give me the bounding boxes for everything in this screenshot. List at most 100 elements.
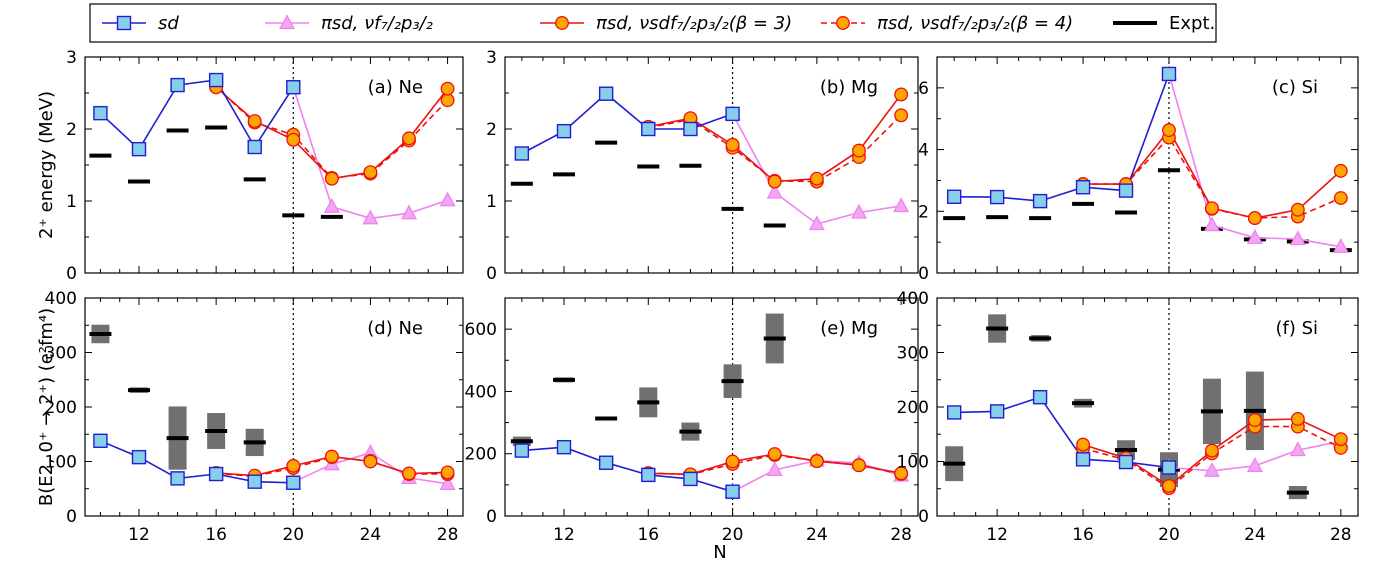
point-sd — [556, 439, 572, 455]
point-pisd_vfp — [323, 197, 340, 213]
series-line-pisd_vfp — [731, 113, 902, 225]
point-b3 — [1333, 432, 1348, 447]
series-line-sd — [100, 440, 294, 484]
point-sd — [131, 141, 147, 157]
point-sd — [170, 471, 185, 486]
point-b3 — [1162, 123, 1176, 138]
x-tick-label: 16 — [637, 525, 659, 545]
y-tick-label: 3 — [486, 48, 497, 68]
x-tick-label: 28 — [890, 525, 912, 545]
point-pisd_vfp — [400, 204, 418, 220]
y-tick-label: 0 — [918, 507, 929, 527]
point-sd — [1118, 454, 1134, 470]
legend-label-sd: sd — [158, 13, 179, 34]
y-tick-label: 400 — [897, 289, 929, 309]
x-tick-label: 12 — [128, 525, 150, 545]
y-tick-label: 0 — [66, 264, 77, 284]
y-tick-label: 2 — [66, 120, 77, 140]
point-pisd_vfp — [1203, 216, 1220, 232]
point-pisd_vfp — [362, 209, 379, 225]
panel-label: (a) Ne — [368, 77, 423, 98]
point-b3 — [324, 171, 339, 186]
point-b3 — [1290, 202, 1305, 217]
point-sd — [93, 105, 108, 121]
point-sd — [286, 80, 301, 95]
panel-label: (f) Si — [1275, 318, 1318, 339]
point-b3 — [852, 458, 866, 473]
point-b3 — [767, 447, 782, 461]
panel-c: 0 2 4 6 (c) Si — [918, 56, 1359, 284]
point-sd — [725, 484, 740, 499]
y-tick-label: 0 — [486, 264, 497, 284]
y-tick-label: 200 — [45, 398, 77, 418]
legend-label-pisd_vfp: πsd, νf₇/₂p₃/₂ — [321, 13, 433, 34]
series-line-pisd_vfp — [292, 86, 448, 220]
point-sd — [1032, 389, 1048, 405]
x-axis-title: N — [713, 542, 726, 562]
point-b3 — [852, 143, 866, 158]
point-b3 — [1162, 479, 1176, 493]
x-tick-label: 24 — [360, 525, 382, 545]
point-b4 — [1333, 191, 1348, 205]
point-b3 — [440, 465, 455, 480]
y-tick-label: 200 — [897, 398, 929, 418]
legend: sd πsd, νf₇/₂p₃/₂ πsd, νsdf₇/₂p₃/₂(β = 3) π… — [89, 3, 1217, 43]
y-tick-label: 3 — [66, 48, 77, 68]
point-sd — [208, 72, 224, 88]
point-b3 — [286, 458, 301, 473]
y-tick-label: 0 — [486, 507, 497, 527]
point-b3 — [1204, 443, 1219, 458]
point-sd — [514, 146, 530, 161]
y-tick-label: 0 — [918, 264, 929, 284]
point-sd — [1161, 66, 1177, 82]
point-sd — [1032, 193, 1048, 209]
point-b3 — [402, 466, 416, 481]
x-tick-label: 20 — [1158, 525, 1180, 545]
point-sd — [946, 405, 962, 420]
point-sd — [1075, 452, 1091, 467]
x-tick-label: 24 — [806, 525, 828, 545]
y-tick-label: 1 — [486, 192, 497, 212]
x-tick-label: 20 — [282, 525, 304, 545]
point-sd — [598, 86, 614, 101]
point-sd — [989, 404, 1005, 419]
point-pisd_vfp — [439, 475, 456, 490]
point-sd — [93, 433, 108, 448]
y-tick-label: 1 — [66, 192, 77, 212]
legend-marker-b3 — [555, 16, 569, 30]
point-sd — [725, 106, 740, 122]
point-b3 — [440, 81, 455, 96]
panel-label: (e) Mg — [820, 318, 878, 339]
panel-label: (d) Ne — [367, 318, 423, 339]
point-sd — [641, 467, 656, 483]
point-b3 — [1204, 201, 1219, 216]
x-tick-label: 20 — [722, 525, 744, 545]
point-sd — [946, 189, 962, 204]
point-b3 — [894, 87, 909, 102]
y-tick-label: 200 — [465, 445, 497, 465]
point-sd — [514, 443, 530, 458]
point-pisd_vfp — [1246, 229, 1263, 244]
point-pisd_vfp — [1289, 441, 1306, 457]
x-tick-label: 24 — [1244, 525, 1266, 545]
x-tick-label: 12 — [553, 525, 575, 545]
point-b3 — [725, 454, 740, 469]
point-sd — [989, 189, 1005, 205]
legend-marker-sd — [116, 15, 132, 31]
point-b3 — [1333, 163, 1348, 178]
y-tick-label: 2 — [918, 202, 929, 222]
point-pisd_vfp — [1203, 461, 1220, 477]
y-axis-title-be2: B(E2, 0⁺ → 2⁺) (e²fm⁴) — [36, 308, 57, 506]
point-b3 — [767, 174, 782, 189]
point-pisd_vfp — [808, 215, 825, 231]
point-b3 — [894, 466, 909, 481]
point-b3 — [809, 171, 824, 186]
point-b3 — [725, 137, 740, 152]
point-pisd_vfp — [439, 191, 456, 207]
series-line-sd — [954, 396, 1170, 469]
point-pisd_vfp — [850, 203, 868, 219]
series-line-sd — [99, 79, 294, 151]
point-b3 — [1290, 412, 1305, 426]
y-tick-label: 300 — [897, 344, 929, 364]
point-b3 — [286, 132, 301, 147]
